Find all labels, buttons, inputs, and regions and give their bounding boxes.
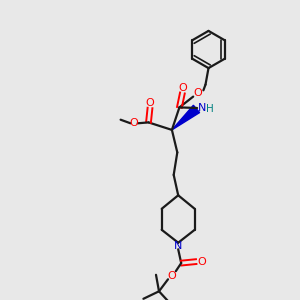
Polygon shape <box>172 105 200 130</box>
Text: O: O <box>130 118 139 128</box>
Text: N: N <box>198 103 206 113</box>
Text: O: O <box>146 98 154 108</box>
Text: N: N <box>174 241 182 251</box>
Text: O: O <box>194 88 202 98</box>
Text: O: O <box>167 271 176 281</box>
Text: H: H <box>206 103 214 114</box>
Text: O: O <box>178 82 188 93</box>
Text: O: O <box>197 256 206 267</box>
